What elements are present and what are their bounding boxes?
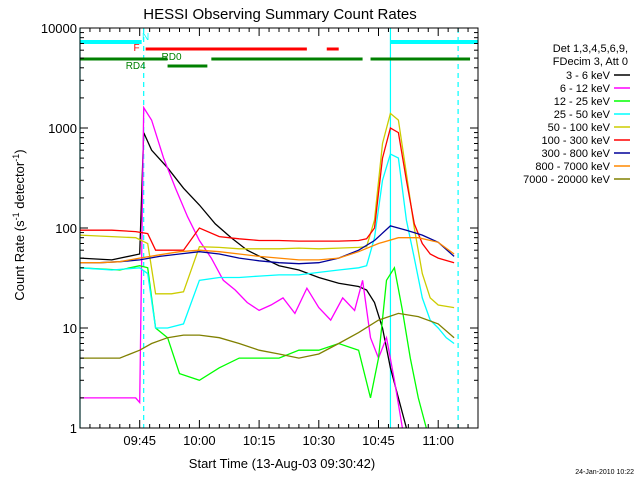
x-tick-label: 11:00 bbox=[422, 433, 454, 448]
x-axis-label: Start Time (13-Aug-03 09:30:42) bbox=[189, 456, 375, 471]
plot-background bbox=[80, 28, 478, 428]
y-tick-label: 1000 bbox=[48, 121, 77, 136]
legend-label: 800 - 7000 keV bbox=[535, 161, 610, 173]
annotation-layer: NF RD0 RD4 bbox=[79, 28, 478, 428]
date-stamp: 24-Jan-2010 10:22 bbox=[575, 469, 634, 476]
legend-label: 12 - 25 keV bbox=[554, 96, 611, 108]
legend: Det 1,3,4,5,6,9, FDecim 3, Att 0 3 - 6 k… bbox=[523, 43, 630, 186]
x-tick-label: 10:00 bbox=[183, 433, 216, 448]
chart-title: HESSI Observing Summary Count Rates bbox=[143, 6, 416, 23]
series-layer bbox=[79, 105, 455, 429]
series-line-6 bbox=[80, 225, 455, 265]
y-tick-label: 10 bbox=[63, 321, 77, 336]
legend-header-detectors: Det 1,3,4,5,6,9, bbox=[553, 43, 628, 55]
legend-label: 6 - 12 keV bbox=[560, 83, 611, 95]
series-line-7 bbox=[80, 237, 455, 264]
annotation-label-f: F bbox=[133, 43, 139, 54]
y-tick-label: 100 bbox=[55, 221, 77, 236]
y-tick-label: 10000 bbox=[41, 21, 77, 36]
x-tick-label: 09:45 bbox=[123, 433, 156, 448]
x-tick-label: 10:30 bbox=[303, 433, 336, 448]
plot-area bbox=[80, 28, 478, 428]
legend-label: 25 - 50 keV bbox=[554, 109, 611, 121]
series-line-0 bbox=[79, 132, 408, 429]
y-tick-label: 1 bbox=[70, 421, 77, 436]
legend-label: 3 - 6 keV bbox=[566, 70, 611, 82]
annotation-label-n: N bbox=[142, 32, 149, 43]
series-line-8 bbox=[80, 312, 455, 359]
series-line-5 bbox=[80, 127, 455, 264]
legend-label: 100 - 300 keV bbox=[542, 135, 611, 147]
legend-label: 50 - 100 keV bbox=[548, 122, 611, 134]
annotation-label-rd4: RD4 bbox=[126, 61, 146, 72]
x-tick-label: 10:15 bbox=[243, 433, 276, 448]
series-line-1 bbox=[80, 105, 404, 429]
x-tick-label: 10:45 bbox=[362, 433, 395, 448]
annotation-label-rd0: RD0 bbox=[162, 52, 182, 63]
axes-layer: 1 10 100 1000 10000 09:45 10:00 10:15 10:30 10:45… bbox=[41, 21, 479, 448]
series-line-3 bbox=[79, 153, 455, 345]
legend-label: 7000 - 20000 keV bbox=[523, 174, 611, 186]
legend-label: 300 - 800 keV bbox=[542, 148, 611, 160]
y-axis-label: Count Rate (s-1 detector-1) bbox=[11, 149, 27, 300]
legend-header-decimation: FDecim 3, Att 0 bbox=[553, 56, 628, 68]
